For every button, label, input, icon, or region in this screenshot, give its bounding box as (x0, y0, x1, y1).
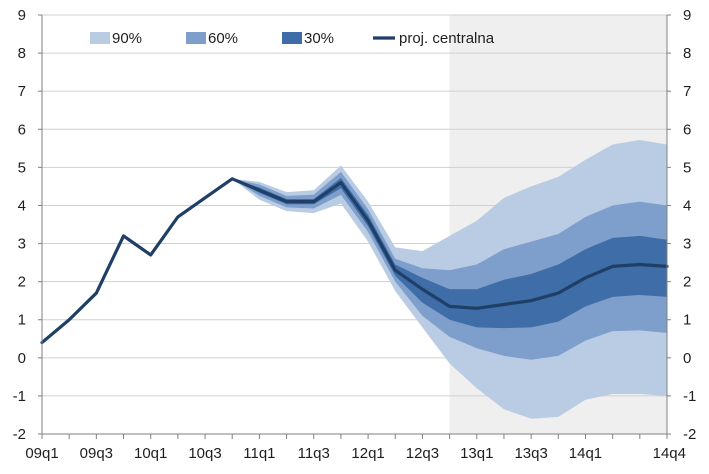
legend: 90% 60% 30% proj. centralna (90, 30, 495, 47)
legend-item-90--swatch (90, 32, 110, 44)
gridlines-layer (42, 14, 667, 435)
y-tick-label-right-8: 8 (683, 45, 691, 62)
y-tick-label-left--1: -1 (13, 388, 26, 405)
x-tick-label-10q3: 10q3 (188, 445, 221, 462)
y-tick-label-right-9: 9 (683, 7, 691, 24)
x-tick-label-13q3: 13q3 (514, 445, 547, 462)
x-tick-labels: 09q1 09q3 10q1 10q3 11q1 11q3 12q1 12q3 13q1 13q3… (25, 445, 686, 462)
legend-item-60-: 60% (186, 30, 238, 47)
y-tick-label-left-5: 5 (18, 159, 26, 176)
band-30pct (232, 178, 667, 329)
y-tick-label-right-2: 2 (683, 274, 691, 291)
legend-item-proj-centralna: proj. centralna (373, 30, 495, 47)
y-tick-label-right--2: -2 (683, 426, 696, 443)
y-tick-labels-right: -2 -1 0 1 2 3 4 5 6 7 8 9 (683, 7, 696, 443)
legend-item-30--label: 30% (304, 30, 334, 47)
legend-item-60--swatch (186, 32, 206, 44)
y-tick-label-left-6: 6 (18, 121, 26, 138)
central-line-layer (40, 177, 669, 345)
y-tick-label-right-5: 5 (683, 159, 691, 176)
y-tick-label-right-1: 1 (683, 312, 691, 329)
y-tick-labels-left: -2 -1 0 1 2 3 4 5 6 7 8 9 (13, 7, 26, 443)
x-tick-label-14q1: 14q1 (569, 445, 602, 462)
x-tick-label-12q3: 12q3 (406, 445, 439, 462)
y-tick-label-left-3: 3 (18, 236, 26, 253)
y-tick-label-left-4: 4 (18, 197, 26, 214)
x-tick-label-11q1: 11q1 (243, 445, 275, 462)
central-projection-line (40, 177, 669, 345)
y-tick-label-left-0: 0 (18, 350, 26, 367)
legend-item-90--label: 90% (112, 30, 142, 47)
y-tick-label-right-4: 4 (683, 197, 691, 214)
x-tick-label-09q3: 09q3 (80, 445, 113, 462)
legend-item-90-: 90% (90, 30, 142, 47)
x-tick-label-10q1: 10q1 (134, 445, 167, 462)
y-tick-label-right-0: 0 (683, 350, 691, 367)
y-tick-label-right-6: 6 (683, 121, 691, 138)
y-tick-label-right-7: 7 (683, 83, 691, 100)
y-tick-label-left-1: 1 (18, 312, 26, 329)
x-tick-label-13q1: 13q1 (460, 445, 493, 462)
y-tick-label-left-9: 9 (18, 7, 26, 24)
y-tick-label-right--1: -1 (683, 388, 696, 405)
x-tick-label-09q1: 09q1 (25, 445, 58, 462)
legend-item-proj-centralna-label: proj. centralna (399, 30, 495, 47)
y-tick-label-left--2: -2 (13, 426, 26, 443)
y-tick-label-right-3: 3 (683, 236, 691, 253)
legend-item-30-: 30% (282, 30, 334, 47)
y-tick-label-left-8: 8 (18, 45, 26, 62)
fan-bands-layer (232, 139, 667, 419)
x-tick-label-12q1: 12q1 (351, 445, 384, 462)
x-tick-label-14q4: 14q4 (653, 445, 686, 462)
x-tick-label-11q3: 11q3 (298, 445, 330, 462)
legend-item-60--label: 60% (208, 30, 238, 47)
y-tick-label-left-2: 2 (18, 274, 26, 291)
legend-item-30--swatch (282, 32, 302, 44)
y-tick-label-left-7: 7 (18, 83, 26, 100)
axes-layer (38, 14, 671, 439)
